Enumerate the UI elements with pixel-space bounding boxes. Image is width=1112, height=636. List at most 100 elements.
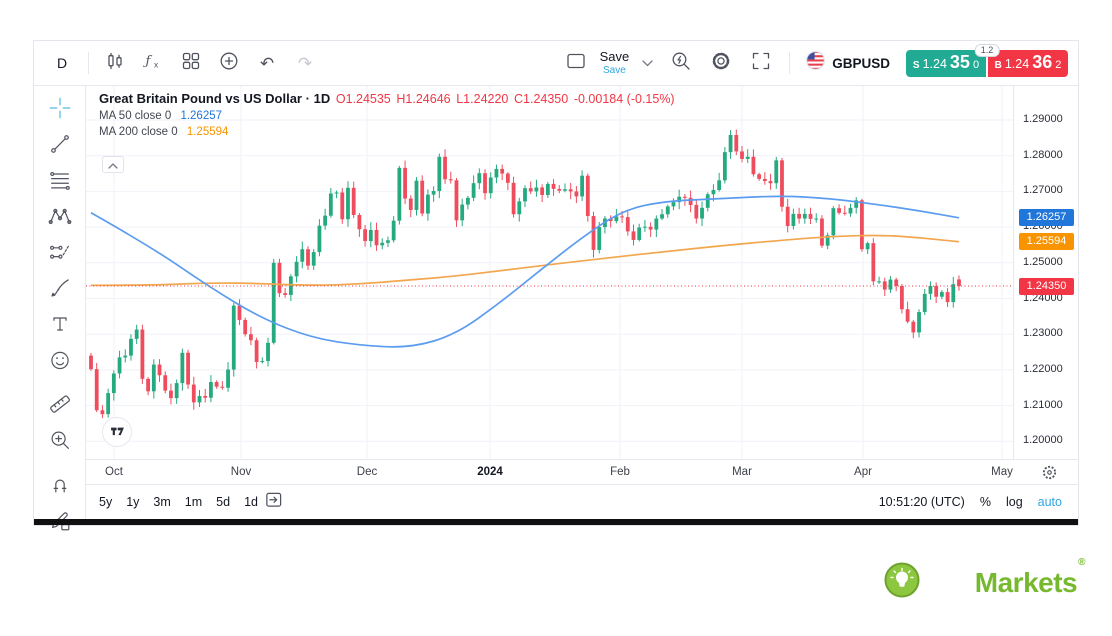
- candle: [300, 249, 305, 262]
- undo-button[interactable]: ↶: [251, 47, 283, 79]
- candle: [837, 208, 841, 213]
- candle: [768, 181, 773, 184]
- percent-scale-button[interactable]: %: [979, 495, 991, 509]
- tool-fib-retracement[interactable]: [46, 168, 74, 196]
- candle: [397, 167, 402, 221]
- tradingview-watermark[interactable]: [102, 417, 132, 447]
- candle: [100, 410, 105, 415]
- candle: [631, 231, 636, 240]
- candle: [802, 213, 807, 219]
- candle: [157, 364, 162, 376]
- toolbar-divider: [789, 52, 791, 74]
- tool-zoom-in[interactable]: [46, 428, 74, 456]
- candle: [403, 167, 407, 199]
- symbol-button[interactable]: GBPUSD: [806, 51, 890, 75]
- axis-settings-button[interactable]: [1041, 464, 1058, 486]
- ticker-title[interactable]: Great Britain Pound vs US Dollar: [99, 91, 302, 106]
- candle: [551, 183, 556, 189]
- settings-button[interactable]: [705, 47, 737, 79]
- range-1m-button[interactable]: 1m: [184, 495, 203, 509]
- compare-button[interactable]: [213, 47, 245, 79]
- sell-button[interactable]: S 1.24 35 0: [906, 49, 986, 77]
- candle: [922, 293, 927, 313]
- tool-xabcd-pattern[interactable]: [46, 204, 74, 232]
- layout-button[interactable]: [560, 47, 592, 79]
- candle: [226, 369, 230, 388]
- clock-label[interactable]: 10:51:20 (UTC): [878, 495, 965, 509]
- range-5y-button[interactable]: 5y: [99, 495, 113, 509]
- candle: [934, 286, 939, 297]
- candle: [437, 156, 442, 192]
- candle: [888, 279, 893, 290]
- tool-trend-line[interactable]: [46, 132, 74, 160]
- log-scale-button[interactable]: log: [1005, 495, 1023, 509]
- candle: [454, 180, 459, 221]
- candle: [665, 206, 670, 215]
- time-axis[interactable]: Oct Nov Dec 2024 Feb Mar Apr May: [86, 459, 1078, 484]
- candlestick-plot[interactable]: [86, 86, 1013, 459]
- interval-button[interactable]: D: [46, 47, 78, 79]
- candle: [420, 180, 425, 214]
- auto-scale-button[interactable]: auto: [1037, 495, 1062, 509]
- top-toolbar-right: Save Save GBP: [560, 43, 1068, 79]
- candle: [254, 340, 259, 363]
- candle: [448, 179, 453, 181]
- ma200-row[interactable]: MA 200 close 0 1.25594: [99, 126, 675, 138]
- save-button[interactable]: Save Save: [600, 50, 630, 76]
- settings-gear-icon: [710, 50, 732, 77]
- chart-pane[interactable]: Great Britain Pound vs US Dollar · 1D O1…: [86, 86, 1078, 519]
- candle: [351, 187, 356, 215]
- candle: [580, 175, 585, 197]
- tool-brush[interactable]: [46, 276, 74, 304]
- price-axis[interactable]: 1.29000 1.28000 1.27000 1.26000 1.25000 1.240…: [1013, 86, 1078, 459]
- candle: [277, 262, 282, 294]
- candle: [563, 189, 567, 191]
- broker-logo: Markets®: [884, 557, 1085, 603]
- fullscreen-button[interactable]: [745, 47, 777, 79]
- candle: [865, 243, 870, 250]
- candle: [323, 215, 328, 226]
- tool-magnet[interactable]: [46, 472, 74, 500]
- brush-icon: [47, 275, 73, 306]
- candle: [951, 284, 956, 303]
- candle: [620, 216, 624, 218]
- redo-button[interactable]: ↷: [289, 47, 321, 79]
- tool-ruler[interactable]: [46, 392, 74, 420]
- candle: [905, 309, 910, 322]
- indicator-templates-button[interactable]: [175, 47, 207, 79]
- range-1y-button[interactable]: 1y: [126, 495, 140, 509]
- range-3m-button[interactable]: 3m: [153, 495, 171, 509]
- tool-emoji[interactable]: [46, 348, 74, 376]
- goto-date-button[interactable]: [264, 490, 283, 514]
- candle: [574, 191, 579, 197]
- candle: [591, 216, 596, 250]
- candle: [785, 206, 790, 227]
- time-tick-label: Apr: [854, 466, 872, 478]
- buy-button[interactable]: B 1.24 36 2: [988, 49, 1068, 77]
- range-5d-button[interactable]: 5d: [216, 495, 231, 509]
- ma50-row[interactable]: MA 50 close 0 1.26257: [99, 110, 675, 122]
- price-tick-label: 1.28000: [1023, 148, 1063, 161]
- trend-line-icon: [47, 131, 73, 162]
- tool-crosshair[interactable]: [46, 96, 74, 124]
- toolbar-divider: [88, 52, 89, 74]
- candle: [426, 194, 430, 214]
- candle: [517, 201, 522, 215]
- tool-forecast[interactable]: [46, 240, 74, 268]
- range-1d-button[interactable]: 1d: [244, 495, 258, 509]
- chart-style-button[interactable]: [99, 47, 131, 79]
- quick-search-button[interactable]: [665, 47, 697, 79]
- candle: [511, 182, 516, 215]
- save-menu-button[interactable]: [637, 47, 657, 79]
- time-tick-label: Oct: [105, 466, 123, 478]
- candle: [677, 196, 682, 203]
- candle: [820, 218, 824, 246]
- legend-collapse-button[interactable]: [102, 156, 124, 173]
- ma200-label: MA 200 close 0: [99, 126, 178, 138]
- layout-grid-icon: [180, 50, 202, 77]
- tool-text[interactable]: [46, 312, 74, 340]
- candle: [271, 262, 276, 343]
